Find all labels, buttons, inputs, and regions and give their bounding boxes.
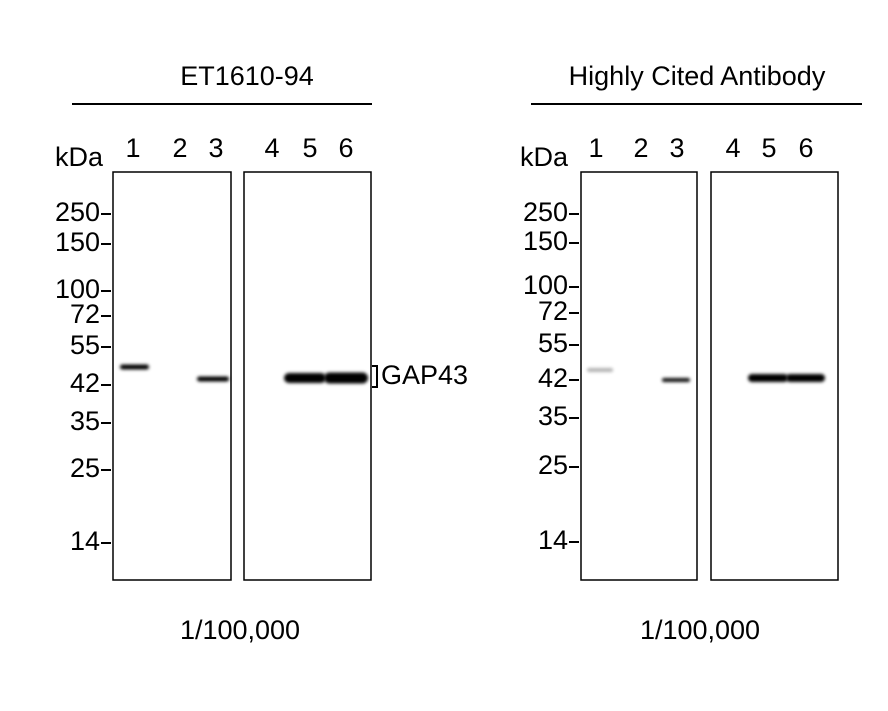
marker-label: 250 — [523, 197, 568, 227]
marker-label: 42 — [538, 363, 568, 393]
lane-number: 6 — [798, 133, 813, 163]
marker-label: 250 — [55, 197, 100, 227]
protein-band — [786, 374, 825, 382]
lane-number: 5 — [761, 133, 776, 163]
protein-band — [120, 364, 149, 370]
protein-band — [748, 374, 788, 382]
dilution-label: 1/100,000 — [180, 615, 300, 645]
dilution-label: 1/100,000 — [640, 615, 760, 645]
protein-band — [324, 372, 368, 384]
blot-membrane — [112, 171, 232, 581]
lane-number: 4 — [725, 133, 740, 163]
lane-number: 5 — [302, 133, 317, 163]
marker-label: 35 — [70, 406, 100, 436]
marker-label: 25 — [538, 450, 568, 480]
marker-label: 14 — [70, 526, 100, 556]
panel-title: ET1610-94 — [180, 61, 314, 91]
band-label: GAP43 — [381, 360, 468, 390]
marker-label: 150 — [55, 227, 100, 257]
lane-number: 2 — [172, 133, 187, 163]
marker-label: 55 — [538, 328, 568, 358]
lane-number: 3 — [669, 133, 684, 163]
lane-number: 3 — [208, 133, 223, 163]
marker-label: 100 — [523, 270, 568, 300]
marker-label: 42 — [70, 368, 100, 398]
panel-title: Highly Cited Antibody — [569, 61, 826, 91]
lane-number: 2 — [633, 133, 648, 163]
marker-label: 100 — [55, 274, 100, 304]
marker-label: 35 — [538, 401, 568, 431]
protein-band — [284, 373, 326, 383]
marker-label: 72 — [70, 299, 100, 329]
lane-number: 6 — [338, 133, 353, 163]
marker-label: 72 — [538, 296, 568, 326]
lane-number: 1 — [588, 133, 603, 163]
band-bracket — [372, 365, 378, 388]
marker-label: 14 — [538, 525, 568, 555]
marker-label: 55 — [70, 330, 100, 360]
lane-number: 1 — [125, 133, 140, 163]
protein-band — [197, 376, 229, 382]
blot-membrane — [580, 171, 698, 581]
marker-label: 150 — [523, 226, 568, 256]
protein-band — [662, 378, 690, 382]
unit-label: kDa — [55, 142, 104, 172]
unit-label: kDa — [520, 142, 569, 172]
lane-number: 4 — [264, 133, 279, 163]
marker-label: 25 — [70, 453, 100, 483]
protein-band — [587, 368, 613, 372]
